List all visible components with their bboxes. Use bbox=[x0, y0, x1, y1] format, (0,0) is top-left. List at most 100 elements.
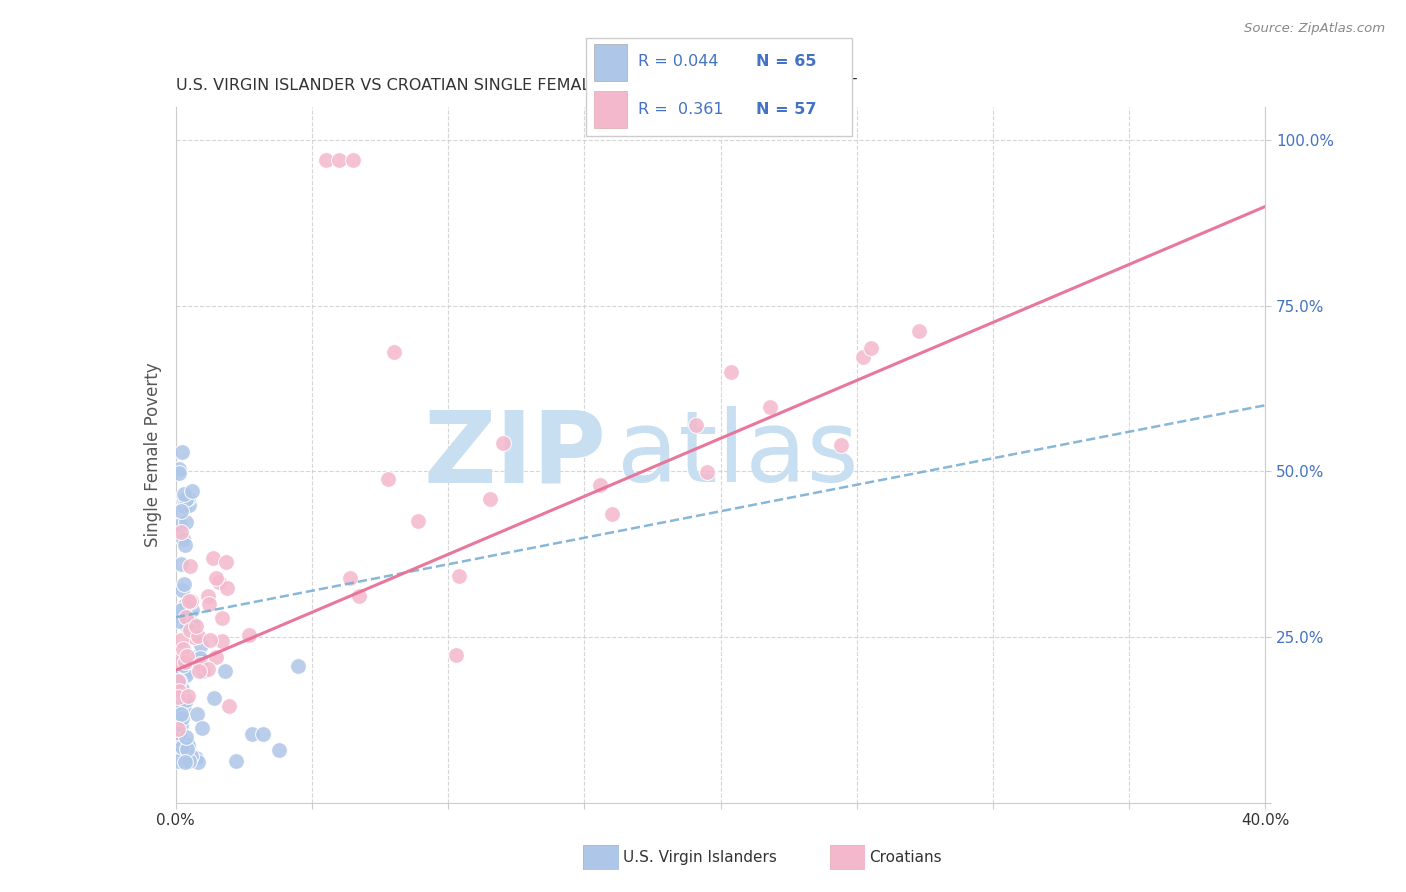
Point bbox=[169, 615, 191, 629]
Point bbox=[214, 555, 236, 569]
Bar bbox=[595, 91, 627, 128]
Point bbox=[179, 558, 201, 573]
Point bbox=[173, 487, 195, 501]
Point bbox=[167, 673, 190, 688]
Point bbox=[184, 619, 207, 633]
Point bbox=[181, 483, 204, 498]
Point bbox=[186, 707, 208, 722]
Point bbox=[173, 576, 195, 591]
Point bbox=[172, 533, 194, 547]
Point bbox=[172, 740, 194, 755]
Text: U.S. VIRGIN ISLANDER VS CROATIAN SINGLE FEMALE POVERTY CORRELATION CHART: U.S. VIRGIN ISLANDER VS CROATIAN SINGLE … bbox=[176, 78, 856, 94]
Point bbox=[191, 721, 214, 735]
Point bbox=[172, 711, 194, 725]
Point bbox=[215, 581, 238, 595]
Point bbox=[197, 589, 219, 603]
Point bbox=[170, 582, 193, 597]
Point bbox=[177, 665, 200, 679]
Point bbox=[759, 401, 782, 415]
Point bbox=[177, 754, 200, 768]
Point bbox=[173, 500, 195, 514]
Point bbox=[177, 689, 200, 703]
Point bbox=[188, 657, 211, 671]
Point bbox=[187, 629, 209, 643]
Point bbox=[315, 153, 337, 167]
Point bbox=[174, 655, 197, 669]
Point bbox=[167, 462, 190, 476]
Point bbox=[347, 589, 370, 603]
Point bbox=[172, 657, 194, 672]
Point bbox=[174, 731, 197, 745]
Point bbox=[287, 659, 309, 673]
Point bbox=[177, 738, 200, 752]
Point bbox=[176, 741, 198, 756]
Point bbox=[173, 701, 195, 715]
Point bbox=[444, 648, 467, 662]
Point bbox=[696, 465, 718, 479]
Point bbox=[170, 445, 193, 459]
Point bbox=[174, 599, 197, 613]
Point bbox=[720, 365, 742, 379]
Point bbox=[166, 700, 188, 714]
Point bbox=[830, 438, 852, 452]
Point bbox=[342, 153, 364, 167]
Point bbox=[183, 630, 205, 644]
Point bbox=[478, 491, 501, 506]
Point bbox=[188, 650, 211, 665]
Point bbox=[852, 350, 875, 364]
Point bbox=[200, 632, 222, 647]
Point bbox=[174, 491, 197, 506]
Point bbox=[169, 657, 191, 671]
Point bbox=[180, 749, 202, 764]
Point bbox=[187, 648, 209, 663]
Point bbox=[176, 618, 198, 632]
Point bbox=[449, 569, 471, 583]
Point bbox=[166, 754, 188, 768]
Point bbox=[191, 664, 214, 678]
Point bbox=[211, 611, 233, 625]
Point bbox=[169, 657, 191, 671]
Point bbox=[174, 668, 197, 682]
Point bbox=[167, 726, 190, 740]
Point bbox=[167, 722, 190, 736]
Point bbox=[170, 742, 193, 756]
Point bbox=[269, 743, 291, 757]
Point bbox=[174, 610, 197, 624]
Point bbox=[908, 324, 931, 338]
Text: Croatians: Croatians bbox=[869, 850, 942, 864]
Point bbox=[377, 472, 399, 486]
Point bbox=[174, 515, 197, 529]
Point bbox=[238, 628, 260, 642]
Point bbox=[382, 345, 405, 359]
Point bbox=[177, 498, 200, 512]
Point bbox=[167, 684, 190, 698]
Point bbox=[169, 558, 191, 572]
Point bbox=[252, 726, 274, 740]
Point bbox=[214, 664, 236, 678]
Text: N = 65: N = 65 bbox=[756, 54, 817, 70]
Point bbox=[218, 698, 240, 713]
Text: U.S. Virgin Islanders: U.S. Virgin Islanders bbox=[623, 850, 776, 864]
Point bbox=[589, 478, 612, 492]
Point bbox=[174, 693, 197, 707]
Point bbox=[205, 649, 228, 664]
Point bbox=[339, 571, 361, 585]
Point bbox=[181, 616, 204, 631]
Point bbox=[202, 550, 225, 565]
Point bbox=[211, 634, 233, 648]
Point bbox=[491, 436, 513, 450]
Point bbox=[170, 633, 193, 648]
Text: ZIP: ZIP bbox=[423, 407, 606, 503]
Point bbox=[177, 491, 200, 505]
Point bbox=[169, 504, 191, 518]
Text: N = 57: N = 57 bbox=[756, 102, 817, 117]
Point bbox=[188, 665, 211, 679]
Point bbox=[170, 717, 193, 731]
Point bbox=[179, 624, 201, 638]
Point bbox=[685, 417, 707, 432]
Point bbox=[173, 755, 195, 769]
Point bbox=[190, 638, 212, 652]
Point bbox=[169, 466, 191, 480]
Point bbox=[169, 525, 191, 540]
Point bbox=[197, 662, 219, 676]
